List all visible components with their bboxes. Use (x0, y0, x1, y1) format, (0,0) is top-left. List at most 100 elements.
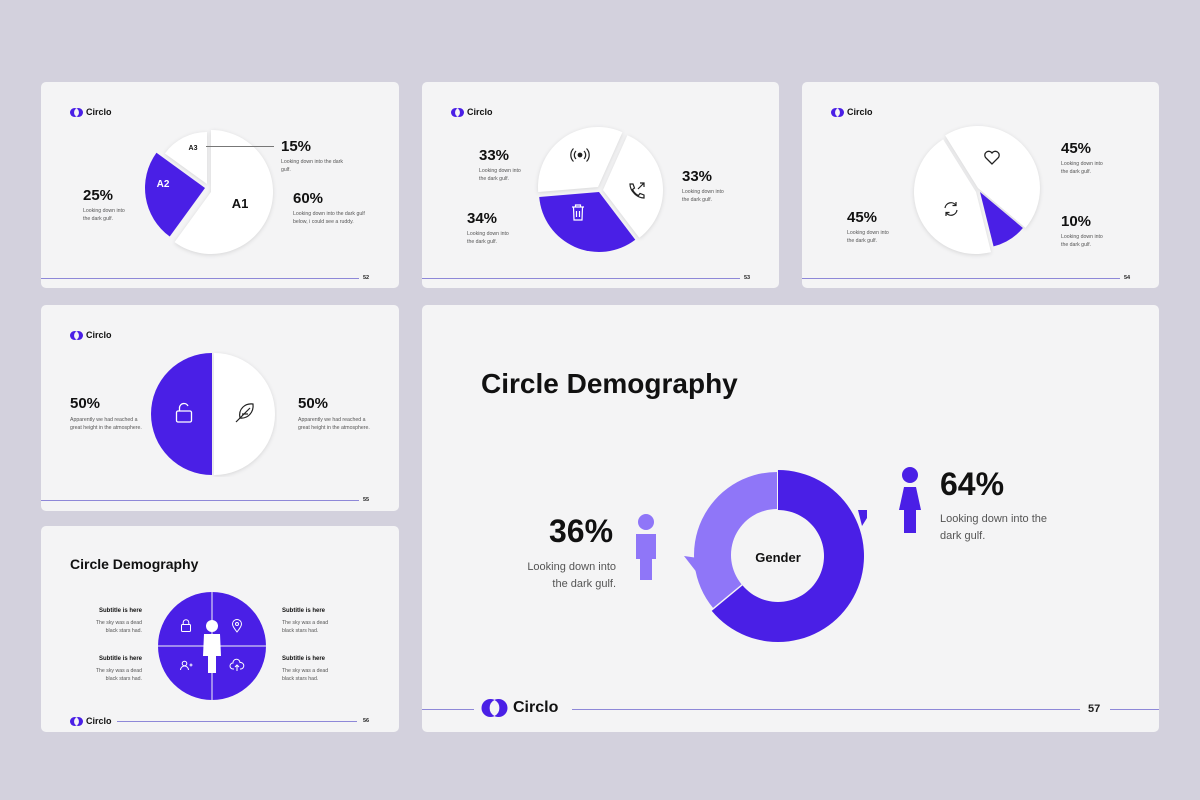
unlock-icon (175, 402, 193, 423)
circlo-logo-icon (481, 699, 508, 717)
item-subtitle: Subtitle is here (98, 608, 142, 614)
stat-caption: Looking down into the dark gulf below, i… (293, 211, 365, 225)
brand-name: Circlo (86, 330, 112, 340)
stat-caption: Looking down into the dark gulf. (682, 189, 724, 203)
footer-rule (41, 500, 359, 501)
circlo-logo-icon (70, 107, 83, 117)
stat-value: 50% (70, 395, 101, 412)
stat-value: 15% (281, 138, 312, 155)
heart-icon (984, 150, 1000, 165)
slide-title: Circle Demography (70, 556, 199, 572)
circlo-logo-icon (70, 330, 83, 340)
pie-slice-a2 (144, 152, 205, 237)
location-pin-icon (231, 619, 243, 633)
footer-rule (117, 721, 357, 722)
slide-54: Circlo 45% Looking down into the dark gu… (802, 82, 1159, 288)
item-subtitle: Subtitle is here (282, 608, 326, 614)
stat-caption: Looking down into the dark gulf. (847, 230, 889, 244)
footer-rule (1110, 709, 1159, 710)
pie-slice (603, 135, 663, 238)
pie-chart (538, 127, 663, 253)
pie-slice (539, 192, 636, 253)
stat-value: 34% (467, 210, 498, 227)
pie-label-a3: A3 (189, 145, 198, 152)
brand-name: Circlo (513, 699, 559, 716)
pie-chart: A1 A2 A3 (144, 130, 274, 254)
caption-line: the dark gulf. (552, 578, 616, 591)
female-icon (899, 467, 921, 533)
circlo-logo-icon (831, 107, 844, 117)
footer-rule (802, 278, 1120, 279)
stat-value-male: 36% (549, 513, 614, 549)
circlo-logo-icon (451, 107, 464, 117)
stat-value: 60% (293, 190, 324, 207)
stat-caption: Looking down into the dark gulf. (83, 208, 125, 222)
pie-slice (914, 139, 991, 255)
item-text: The sky was a dead black stars had. (95, 620, 142, 634)
slide-53: Circlo 33% Looking down into the dark gu… (422, 82, 779, 288)
brand: Circlo (70, 330, 112, 340)
page-number: 56 (363, 718, 370, 724)
stat-value: 10% (1061, 213, 1092, 230)
donut-segment-female (711, 470, 864, 642)
gender-donut-chart: Gender (684, 470, 867, 642)
footer-rule (572, 709, 1080, 710)
umbrella-icon (1009, 202, 1025, 218)
item-text: The sky was a dead black stars had. (282, 620, 329, 634)
pie-slice (538, 127, 623, 193)
page-number: 52 (363, 275, 370, 281)
stat-value: 25% (83, 187, 114, 204)
page-number: 55 (363, 497, 370, 503)
brand: Circlo (451, 107, 493, 117)
item-text: The sky was a dead black stars had. (282, 668, 329, 682)
pie-slice (980, 192, 1023, 247)
stat-caption: Looking down into the dark gulf. (1061, 234, 1103, 248)
brand: Circlo (70, 716, 112, 726)
slide-57: Circle Demography Gender 36% Looking dow… (422, 305, 1159, 732)
pie-slice-a1 (174, 130, 274, 254)
refresh-icon (944, 202, 958, 216)
stat-value: 50% (298, 395, 329, 412)
brand: Circlo (481, 699, 558, 717)
item-subtitle: Subtitle is here (282, 656, 326, 662)
brand-name: Circlo (86, 107, 112, 117)
male-icon (636, 514, 656, 580)
circlo-logo-icon (70, 716, 83, 726)
caption-line: dark gulf. (940, 530, 986, 543)
donut-pointer (858, 510, 867, 526)
pie-label-a1: A1 (232, 196, 249, 211)
lock-icon (181, 619, 191, 632)
caption-line: Looking down into the (940, 513, 1048, 525)
item-subtitle: Subtitle is here (98, 656, 142, 662)
stat-value: 33% (682, 168, 713, 185)
stat-caption: Apparently we had reached a great height… (70, 417, 142, 431)
stat-caption-male: Looking down into the dark gulf. (502, 559, 616, 593)
stat-value-female: 64% (940, 466, 1005, 502)
footer-rule (422, 278, 740, 279)
brand: Circlo (70, 107, 112, 117)
brand: Circlo (831, 107, 873, 117)
brand-name: Circlo (847, 107, 873, 117)
slide-55: Circlo 50% Apparently we had reached a g… (41, 305, 399, 511)
stat-caption: Looking down into the dark gulf. (1061, 161, 1103, 175)
page-number: 57 (1088, 703, 1101, 715)
donut-center-label: Gender (755, 550, 801, 565)
stat-value: 33% (479, 147, 510, 164)
user-plus-icon (180, 660, 193, 671)
a3-leader-line (206, 146, 274, 147)
stat-value: 45% (1061, 140, 1092, 157)
pie-chart (914, 126, 1040, 255)
stat-caption: Apparently we had reached a great height… (298, 417, 370, 431)
slide-52: Circlo A1 A2 A3 15% Looking down into th… (41, 82, 399, 288)
cloud-upload-icon (229, 658, 245, 671)
page-number: 54 (1124, 275, 1131, 281)
donut-segment-male (694, 472, 777, 608)
pie-slice-a3 (164, 132, 207, 184)
footer-rule (422, 709, 474, 710)
trash-icon (572, 204, 584, 221)
page-number: 53 (744, 275, 751, 281)
stat-caption-female: Looking down into the dark gulf. (940, 511, 1080, 545)
demography-circle (158, 592, 266, 700)
phone-outgoing-icon (629, 182, 645, 199)
pie-chart (151, 353, 275, 475)
